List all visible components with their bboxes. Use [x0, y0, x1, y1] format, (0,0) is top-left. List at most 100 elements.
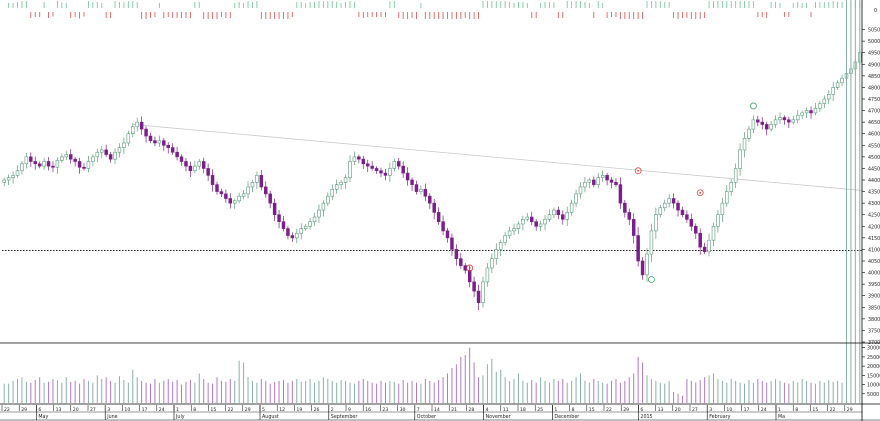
- candle: [100, 145, 104, 159]
- candle-body-down: [689, 219, 694, 227]
- candle: [596, 172, 600, 189]
- marker-dot: [699, 191, 702, 194]
- candle-body-down: [228, 198, 233, 204]
- candle-body-up: [197, 161, 202, 167]
- candle-body-up: [791, 119, 796, 123]
- candle-body-down: [370, 165, 374, 169]
- week-label: 20: [73, 407, 79, 413]
- candle-body-up: [126, 133, 131, 144]
- candle-body-down: [605, 175, 609, 181]
- candle-body-down: [476, 290, 481, 303]
- month-label: November: [486, 414, 511, 420]
- candle-body-down: [361, 158, 366, 165]
- week-label: 27: [90, 407, 96, 413]
- candle-body-up: [818, 103, 822, 109]
- candle: [157, 135, 162, 148]
- candle: [135, 117, 139, 132]
- candle: [259, 169, 264, 191]
- week-label: 22: [606, 407, 612, 413]
- month-label: 2015: [640, 414, 652, 420]
- candle-body-up: [312, 216, 317, 222]
- candle-body-down: [104, 149, 108, 155]
- candle-body-up: [117, 147, 122, 153]
- candle-body-up: [494, 249, 499, 259]
- candle: [818, 101, 822, 112]
- candle-body-down: [627, 212, 632, 220]
- red-circle-marker: [696, 189, 704, 197]
- price-tick-label: 4950: [868, 51, 880, 57]
- candle-body-down: [618, 184, 623, 204]
- candle-body-up: [587, 179, 592, 183]
- candle-body-up: [113, 151, 117, 160]
- candle: [654, 207, 658, 239]
- week-label: 3: [709, 407, 712, 413]
- price-tick-label: 5050: [868, 28, 880, 34]
- candle: [592, 176, 596, 188]
- candle: [144, 126, 148, 143]
- month-label: Ma: [778, 414, 785, 420]
- candle: [410, 177, 414, 191]
- candle: [694, 223, 698, 239]
- candle-body-down: [760, 121, 764, 125]
- candle: [255, 171, 259, 189]
- candle-body-up: [419, 188, 423, 192]
- candle-body-down: [445, 230, 450, 239]
- candle-body-down: [756, 119, 760, 123]
- month-label: September: [331, 414, 358, 420]
- candle-body-down: [423, 188, 428, 197]
- candle-body-down: [206, 168, 210, 176]
- candle-body-up: [24, 156, 29, 165]
- candle: [321, 200, 326, 217]
- week-label: 15: [589, 407, 595, 413]
- trendline: [132, 124, 863, 191]
- candle: [756, 115, 760, 127]
- price-tick-label: 4550: [868, 143, 880, 149]
- candle: [68, 149, 73, 164]
- candle: [232, 198, 237, 210]
- candle-body-down: [383, 172, 388, 176]
- candle: [193, 160, 197, 174]
- candle-body-down: [175, 151, 179, 158]
- candle-body-up: [600, 175, 605, 178]
- candle-body-up: [778, 117, 782, 121]
- candle: [122, 137, 126, 154]
- candle-body-down: [787, 119, 791, 123]
- candle: [534, 219, 538, 231]
- candle-body-down: [73, 158, 77, 162]
- candle-body-up: [481, 281, 485, 303]
- candle-body-down: [467, 269, 472, 283]
- candle-body-down: [459, 258, 463, 266]
- candle-body-up: [751, 119, 756, 130]
- candle: [352, 151, 357, 165]
- candle: [60, 153, 64, 163]
- candle-body-down: [397, 161, 401, 167]
- month-label: December: [554, 414, 579, 420]
- candle: [600, 170, 605, 182]
- price-tick-label: 4600: [868, 132, 880, 138]
- candle-body-up: [720, 202, 725, 216]
- candle-body-down: [436, 212, 441, 222]
- candle: [383, 169, 388, 181]
- candle: [82, 163, 86, 171]
- candle-body-down: [162, 140, 166, 146]
- candle: [295, 228, 299, 244]
- candle-body-down: [592, 179, 596, 185]
- candle: [312, 212, 317, 227]
- candle: [782, 115, 787, 125]
- candle: [91, 154, 95, 166]
- price-tick-label: 4450: [868, 166, 880, 172]
- indicator-panel: 0: [8, 1, 877, 19]
- candle-body-up: [334, 184, 339, 190]
- candle: [179, 154, 184, 166]
- price-tick-label: 4250: [868, 213, 880, 219]
- week-label: 22: [228, 407, 234, 413]
- candle: [729, 179, 733, 196]
- candle-body-up: [95, 151, 100, 158]
- candle-body-up: [42, 161, 46, 167]
- price-tick-label: 3850: [868, 305, 880, 311]
- week-label: 17: [142, 407, 148, 413]
- candle: [281, 215, 286, 232]
- price-tick-label: 3950: [868, 282, 880, 288]
- candle: [131, 122, 135, 138]
